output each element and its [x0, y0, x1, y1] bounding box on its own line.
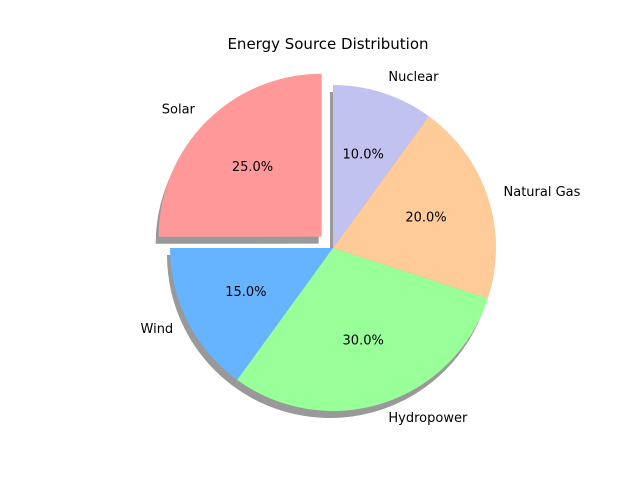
slice-nuclear [333, 85, 429, 248]
pct-label-natural-gas: 20.0% [405, 210, 446, 225]
slice-solar [158, 73, 322, 237]
label-layer: 25.0% Solar 15.0% Wind 30.0% Hydropower 20.0% N… [141, 70, 581, 426]
pct-label-solar: 25.0% [232, 160, 273, 175]
slice-layer [158, 73, 496, 411]
slice-natural-gas [333, 116, 496, 299]
slice-hydropower [237, 248, 489, 411]
slice-label-solar: Solar [162, 102, 196, 117]
pct-label-nuclear: 10.0% [343, 148, 384, 163]
chart-title: Energy Source Distribution [227, 35, 428, 53]
slice-label-wind: Wind [141, 322, 174, 337]
slice-label-natural-gas: Natural Gas [504, 185, 581, 200]
pct-label-wind: 15.0% [225, 285, 266, 300]
slice-label-hydropower: Hydropower [388, 411, 468, 426]
slice-wind [170, 248, 333, 380]
pct-label-hydropower: 30.0% [343, 334, 384, 349]
slice-label-nuclear: Nuclear [388, 70, 439, 85]
